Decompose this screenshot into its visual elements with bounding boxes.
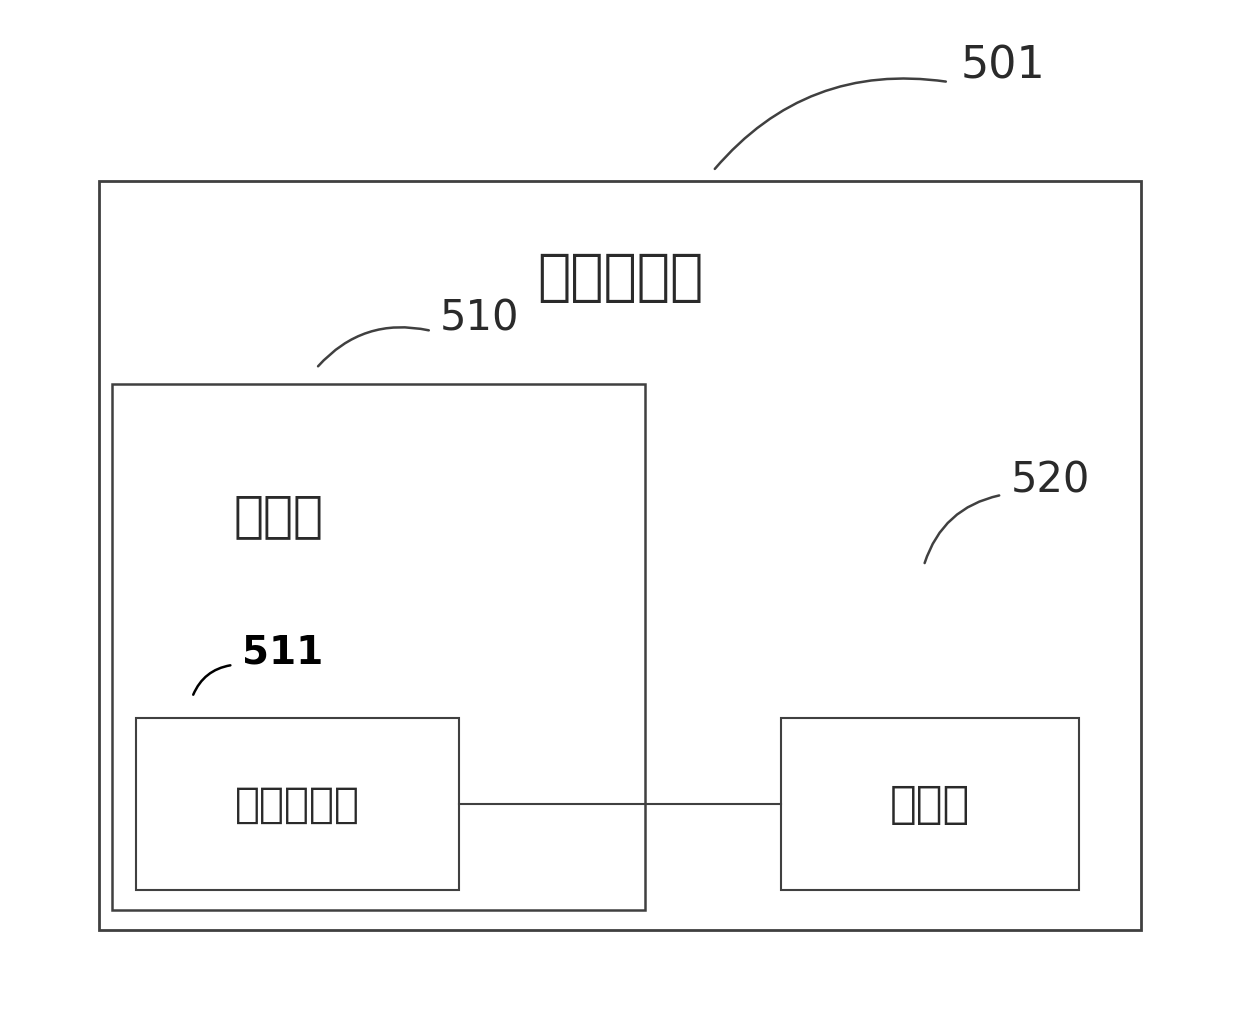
Text: 501: 501 [961,44,1045,87]
Bar [136,718,459,890]
Text: 511: 511 [242,633,324,671]
FancyArrowPatch shape [193,665,231,695]
Text: 计算机程序: 计算机程序 [236,783,360,825]
FancyArrowPatch shape [925,496,999,563]
Text: 510: 510 [440,297,520,340]
Text: 计算机设备: 计算机设备 [537,251,703,305]
Bar [112,384,645,910]
Bar [781,718,1079,890]
Text: 520: 520 [1011,459,1090,501]
Text: 处理器: 处理器 [890,783,970,825]
FancyArrowPatch shape [714,80,946,170]
Bar [99,182,1141,930]
FancyArrowPatch shape [317,328,429,367]
Text: 存储器: 存储器 [234,491,324,540]
